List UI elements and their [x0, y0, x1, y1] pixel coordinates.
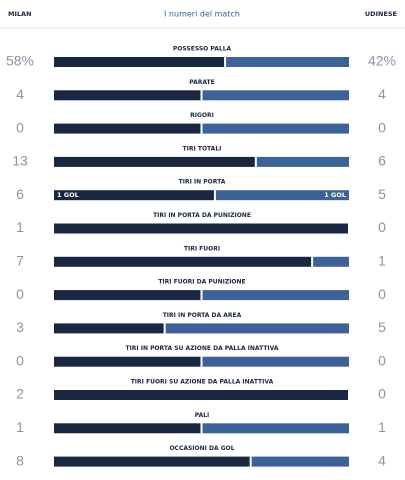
stat-label: PALI: [195, 412, 210, 419]
away-value: 0: [378, 119, 386, 135]
home-bar: [54, 190, 214, 201]
away-value: 1: [378, 253, 386, 269]
home-value: 0: [16, 119, 24, 135]
home-bar: [54, 390, 348, 400]
stat-label: OCCASIONI DA GOL: [169, 445, 234, 452]
home-bar: [54, 323, 164, 334]
away-value: 42%: [368, 53, 396, 69]
away-bar: [165, 323, 349, 334]
away-note: 1 GOL: [324, 191, 346, 199]
away-value: 0: [378, 219, 386, 235]
stat-label: TIRI IN PORTA DA AREA: [163, 312, 242, 319]
away-value: 5: [378, 186, 386, 202]
away-bar: [226, 57, 349, 67]
stat-label: RIGORI: [190, 112, 214, 119]
stat-label: PARATE: [189, 79, 214, 86]
home-value: 7: [16, 253, 24, 269]
home-value: 1: [16, 419, 24, 435]
home-bar: [54, 156, 255, 167]
away-value: 5: [378, 319, 386, 335]
home-bar: [54, 57, 225, 67]
home-value: 6: [16, 186, 24, 202]
home-bar: [54, 356, 201, 367]
home-value: 3: [16, 319, 24, 335]
home-bar: [54, 223, 348, 234]
away-bar: [202, 90, 349, 101]
home-value: 0: [16, 352, 24, 368]
home-bar: [54, 290, 201, 301]
away-value: 0: [378, 286, 386, 302]
away-bar: [251, 456, 349, 467]
home-value: 4: [16, 86, 24, 102]
home-bar: [54, 90, 201, 101]
stat-label: TIRI IN PORTA SU AZIONE DA PALLA INATTIV…: [125, 345, 278, 352]
away-bar: [215, 190, 349, 201]
away-bar: [256, 156, 349, 167]
away-value: 1: [378, 419, 386, 435]
home-value: 0: [16, 286, 24, 302]
home-value: 1: [16, 219, 24, 235]
home-team: MILAN: [8, 10, 32, 18]
away-bar: [202, 423, 349, 434]
home-bar: [54, 256, 312, 267]
stat-label: TIRI IN PORTA: [179, 179, 226, 186]
stat-label: TIRI FUORI: [184, 245, 220, 252]
away-bar: [313, 256, 349, 267]
stat-label: POSSESSO PALLA: [173, 46, 232, 53]
away-bar: [202, 123, 349, 134]
stat-label: TIRI FUORI SU AZIONE DA PALLA INATTIVA: [131, 379, 274, 386]
stat-label: TIRI IN PORTA DA PUNIZIONE: [153, 212, 251, 219]
home-value: 2: [16, 386, 24, 402]
away-value: 6: [378, 153, 386, 169]
away-value: 0: [378, 386, 386, 402]
home-bar: [54, 123, 201, 134]
away-value: 4: [378, 86, 386, 102]
home-bar: [54, 456, 250, 467]
home-value: 13: [12, 153, 28, 169]
away-value: 4: [378, 452, 386, 468]
home-value: 58%: [6, 53, 34, 69]
stat-label: TIRI TOTALI: [183, 145, 222, 152]
home-value: 8: [16, 452, 24, 468]
title: I numeri del match: [164, 10, 240, 19]
away-bar: [202, 290, 349, 301]
home-bar: [54, 423, 201, 434]
home-note: 1 GOL: [57, 191, 79, 199]
stat-label: TIRI FUORI DA PUNIZIONE: [158, 279, 245, 286]
away-team: UDINESE: [365, 10, 397, 18]
away-bar: [202, 356, 349, 367]
away-value: 0: [378, 352, 386, 368]
